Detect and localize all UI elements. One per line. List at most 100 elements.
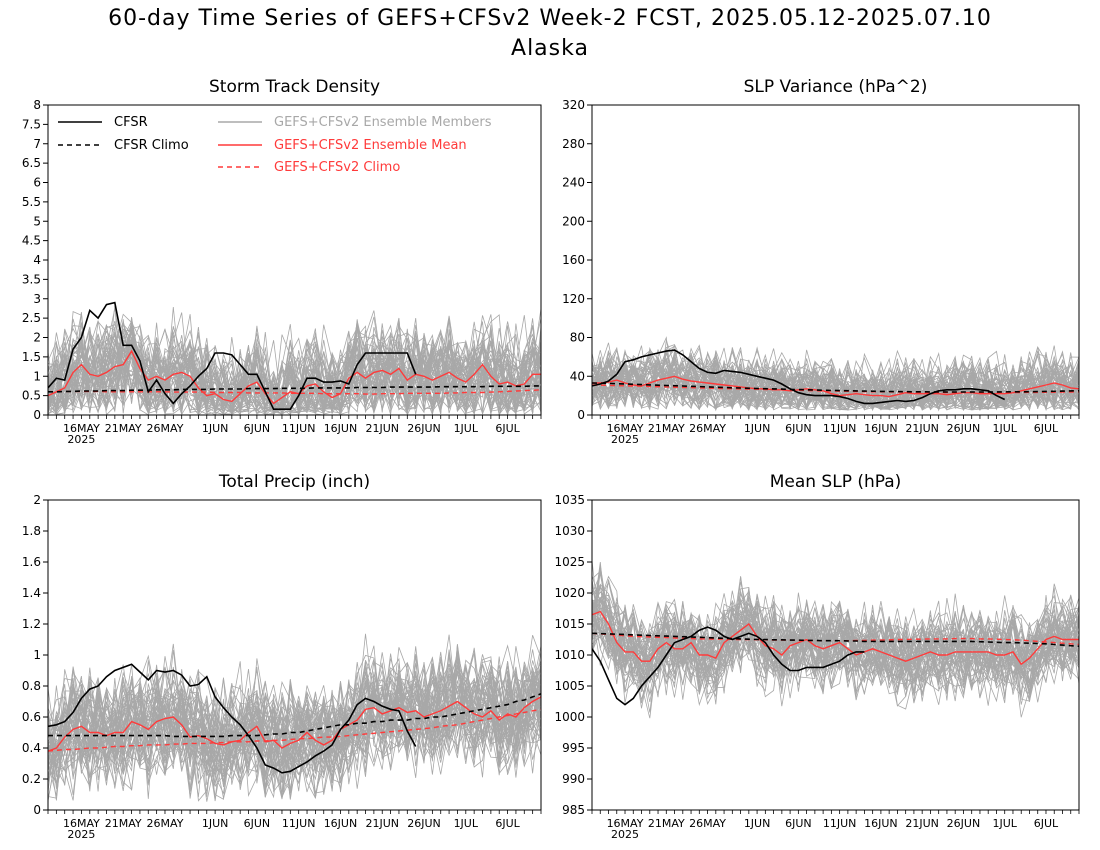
y-tick-label: 1 — [33, 648, 41, 662]
y-tick-label: 1.4 — [22, 586, 41, 600]
y-tick-label: 1020 — [554, 586, 585, 600]
ensemble-member-line — [592, 592, 1079, 718]
x-tick-label: 6JUL — [1034, 817, 1059, 830]
x-tick-label: 16MAY — [63, 817, 100, 830]
x-tick-label: 1JUL — [992, 422, 1017, 435]
y-tick-label: 2.5 — [22, 311, 41, 325]
x-tick-label: 21JUN — [905, 817, 939, 830]
x-tick-label: 1JUN — [744, 422, 771, 435]
series-line-cfsr — [592, 626, 865, 706]
x-tick-label: 26JUN — [947, 422, 981, 435]
x-tick-label: 6JUL — [495, 817, 520, 830]
ensemble-member-line — [48, 643, 541, 780]
page-title: 60-day Time Series of GEFS+CFSv2 Week-2 … — [108, 6, 992, 31]
y-tick-label: 1035 — [554, 493, 585, 507]
y-tick-label: 120 — [562, 292, 585, 306]
ensemble-member-line — [48, 650, 541, 776]
y-tick-label: 280 — [562, 137, 585, 151]
x-tick-label: 26MAY — [147, 422, 184, 435]
x-year-label: 2025 — [67, 828, 95, 841]
x-tick-label: 6JUN — [785, 817, 812, 830]
ensemble-member-line — [48, 649, 541, 799]
ensemble-member-line — [592, 592, 1079, 696]
x-tick-label: 16MAY — [607, 422, 644, 435]
y-tick-label: 200 — [562, 214, 585, 228]
y-tick-label: 1.6 — [22, 555, 41, 569]
y-tick-label: 160 — [562, 253, 585, 267]
x-tick-label: 16JUN — [324, 817, 358, 830]
series-line-gefs-cfsv2-ensemble-mean — [592, 375, 1079, 398]
y-tick-label: 7.5 — [22, 117, 41, 131]
y-tick-label: 2 — [33, 493, 41, 507]
ensemble-member-line — [592, 354, 1079, 411]
x-tick-label: 11JUN — [823, 422, 857, 435]
series-line-cfsr-climo — [592, 382, 1079, 393]
ensemble-member-line — [592, 597, 1079, 695]
chart-title: Storm Track Density — [209, 77, 380, 97]
x-tick-label: 26MAY — [689, 422, 726, 435]
y-tick-label: 1015 — [554, 617, 585, 631]
ensemble-member-line — [592, 564, 1079, 703]
y-tick-label: 8 — [33, 98, 41, 112]
series-line-gefs-cfsv2-climo — [48, 708, 541, 752]
y-tick-label: 4.5 — [22, 234, 41, 248]
y-tick-label: 5 — [33, 214, 41, 228]
series-line-gefs-cfsv2-ensemble-mean — [48, 349, 541, 405]
plot-area — [48, 633, 541, 802]
y-tick-label: 3 — [33, 292, 41, 306]
y-tick-label: 1010 — [554, 648, 585, 662]
x-tick-label: 16MAY — [607, 817, 644, 830]
chart-panel-2: Total Precip (inch) 0 0.2 0.4 0.6 0.8 1 1.2 1.4 1… — [22, 472, 542, 841]
ensemble-member-line — [48, 644, 541, 799]
y-tick-label: 1005 — [554, 679, 585, 693]
x-tick-label: 1JUL — [454, 817, 479, 830]
x-tick-label: 16JUN — [864, 422, 898, 435]
x-tick-label: 26MAY — [147, 817, 184, 830]
ensemble-member-line — [592, 353, 1079, 411]
x-tick-label: 26JUN — [947, 817, 981, 830]
y-tick-label: 5.5 — [22, 195, 41, 209]
y-tick-label: 1025 — [554, 555, 585, 569]
x-tick-label: 21MAY — [648, 422, 685, 435]
x-tick-label: 16MAY — [63, 422, 100, 435]
x-tick-label: 21JUN — [905, 422, 939, 435]
y-tick-label: 1000 — [554, 710, 585, 724]
series-line-cfsr-climo — [592, 632, 1079, 648]
chart-title: Mean SLP (hPa) — [770, 472, 902, 492]
ensemble-member-line — [592, 595, 1079, 693]
y-tick-label: 0.6 — [22, 710, 41, 724]
x-tick-label: 26MAY — [689, 817, 726, 830]
x-tick-label: 21MAY — [648, 817, 685, 830]
ensemble-members — [48, 633, 541, 802]
plot-area — [592, 560, 1079, 719]
x-tick-label: 1JUL — [992, 817, 1017, 830]
x-year-label: 2025 — [611, 828, 639, 841]
y-tick-label: 40 — [570, 369, 585, 383]
ensemble-member-line — [48, 341, 541, 414]
x-tick-label: 1JUN — [744, 817, 771, 830]
y-tick-label: 3.5 — [22, 272, 41, 286]
y-tick-label: 6 — [33, 176, 41, 190]
ensemble-member-line — [48, 322, 541, 414]
x-tick-label: 6JUN — [785, 422, 812, 435]
y-tick-label: 995 — [562, 741, 585, 755]
x-tick-label: 21JUN — [365, 817, 399, 830]
legend-label-cfsr: CFSR — [114, 115, 148, 130]
y-tick-label: 0.8 — [22, 679, 41, 693]
ensemble-members — [48, 305, 541, 415]
ensemble-member-line — [592, 570, 1079, 694]
y-tick-label: 0 — [33, 408, 41, 422]
series-line-cfsr — [48, 663, 417, 774]
y-tick-label: 1.8 — [22, 524, 41, 538]
legend-label-members: GEFS+CFSv2 Ensemble Members — [274, 115, 492, 130]
ensemble-member-line — [592, 353, 1079, 410]
series-line-cfsr — [48, 301, 417, 411]
x-tick-label: 21MAY — [105, 817, 142, 830]
x-tick-label: 26JUN — [407, 422, 441, 435]
y-tick-label: 0 — [33, 803, 41, 817]
series-line-gefs-cfsv2-ensemble-mean — [48, 696, 541, 752]
x-tick-label: 26JUN — [407, 817, 441, 830]
y-tick-label: 0.4 — [22, 741, 41, 755]
ensemble-member-line — [592, 612, 1079, 695]
